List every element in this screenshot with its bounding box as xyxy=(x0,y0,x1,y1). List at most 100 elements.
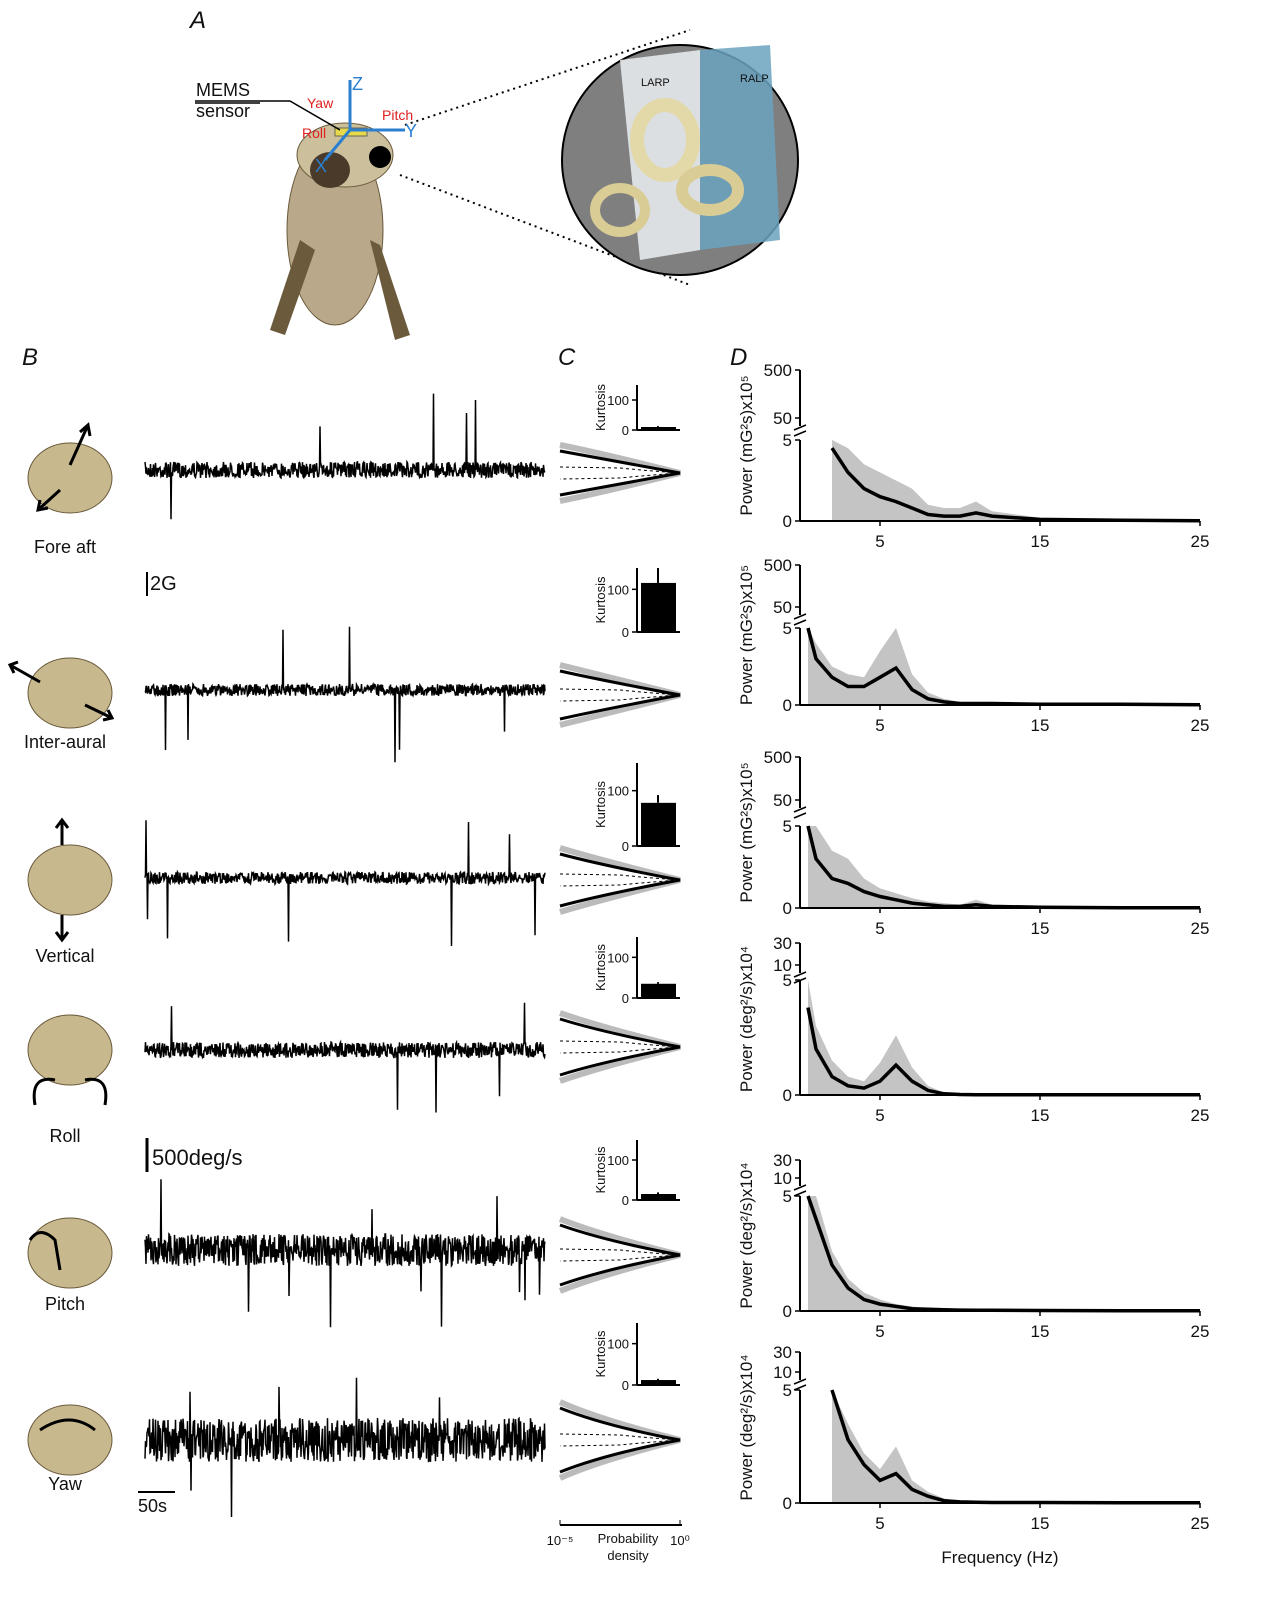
y-tick-label: 0 xyxy=(783,1494,792,1513)
panel-a-illustration xyxy=(195,30,798,340)
x-tick-label: 5 xyxy=(875,1322,884,1341)
bar xyxy=(641,803,676,846)
y-axis-label: Kurtosis xyxy=(593,576,608,623)
y-axis-label: Kurtosis xyxy=(593,1146,608,1193)
row-label: Vertical xyxy=(35,946,94,966)
x-tick-label: 15 xyxy=(1031,919,1050,938)
y-tick-label: 100 xyxy=(607,784,629,799)
rotation-name: Pitch xyxy=(382,107,413,123)
x-tick-label: 15 xyxy=(1031,1106,1050,1125)
y-tick-label: 5 xyxy=(783,1381,792,1400)
pdf-curve xyxy=(560,1019,680,1075)
confidence-band xyxy=(808,1196,1200,1311)
y-tick-label: 0 xyxy=(622,991,629,1006)
y-tick-label: 500 xyxy=(764,361,792,380)
y-tick-label: 100 xyxy=(607,1337,629,1352)
x-tick-label: 15 xyxy=(1031,716,1050,735)
y-tick-label: 50 xyxy=(773,791,792,810)
scale-bar-label: 500deg/s xyxy=(152,1145,243,1170)
trace xyxy=(145,1003,545,1113)
y-tick-label: 0 xyxy=(622,839,629,854)
x-tick-label: 25 xyxy=(1191,532,1210,551)
y-axis-label: Kurtosis xyxy=(593,781,608,828)
y-tick-label: 0 xyxy=(783,899,792,918)
confidence-band xyxy=(808,628,1200,705)
axis-name: Y xyxy=(405,121,417,141)
y-axis-label: Kurtosis xyxy=(593,1330,608,1377)
x-tick-label: 10⁻⁵ xyxy=(547,1533,574,1548)
row-label: Pitch xyxy=(45,1294,85,1314)
y-tick-label: 0 xyxy=(783,1086,792,1105)
y-tick-label: 30 xyxy=(773,934,792,953)
x-axis-label: Probability xyxy=(598,1531,659,1546)
y-axis-label: Power (mG²s)x10⁵ xyxy=(737,565,756,705)
y-tick-label: 10 xyxy=(773,1169,792,1188)
pdf-curve xyxy=(560,1225,680,1285)
row-label: Yaw xyxy=(48,1474,83,1494)
y-tick-label: 0 xyxy=(783,512,792,531)
x-tick-label: 25 xyxy=(1191,919,1210,938)
sensor-label: MEMS xyxy=(196,80,250,100)
axis-break xyxy=(794,425,806,436)
y-axis-label: Kurtosis xyxy=(593,944,608,991)
axis-break xyxy=(794,1379,806,1390)
row-label: Fore aft xyxy=(34,537,96,557)
x-axis-label: density xyxy=(607,1548,649,1563)
x-tick-label: 5 xyxy=(875,919,884,938)
plane-name: RALP xyxy=(740,73,769,85)
trace xyxy=(145,394,545,520)
confidence-band xyxy=(832,1390,1200,1503)
panel-label: B xyxy=(22,344,38,371)
confidence-band xyxy=(808,826,1200,908)
y-axis-label: Power (deg²/s)x10⁴ xyxy=(737,1354,756,1500)
y-tick-label: 10 xyxy=(773,956,792,975)
y-tick-label: 100 xyxy=(607,1153,629,1168)
x-tick-label: 5 xyxy=(875,716,884,735)
bar xyxy=(641,1194,676,1200)
y-tick-label: 50 xyxy=(773,598,792,617)
bar xyxy=(641,583,676,632)
y-tick-label: 10 xyxy=(773,1363,792,1382)
x-tick-label: 15 xyxy=(1031,1322,1050,1341)
y-tick-label: 0 xyxy=(622,423,629,438)
y-axis-label: Power (deg²/s)x10⁴ xyxy=(737,946,756,1092)
scale-bar-label: 2G xyxy=(150,573,177,595)
y-tick-label: 0 xyxy=(783,696,792,715)
x-tick-label: 25 xyxy=(1191,716,1210,735)
y-tick-label: 0 xyxy=(622,625,629,640)
axis-name: X xyxy=(315,156,327,176)
rotation-name: Yaw xyxy=(307,95,334,111)
y-tick-label: 500 xyxy=(764,748,792,767)
pdf-curve xyxy=(560,1408,680,1472)
y-tick-label: 0 xyxy=(783,1302,792,1321)
y-tick-label: 50 xyxy=(773,409,792,428)
bar xyxy=(641,427,676,430)
plane-name: LARP xyxy=(641,77,670,89)
y-axis-label: Power (mG²s)x10⁵ xyxy=(737,375,756,515)
row-label: Roll xyxy=(49,1126,80,1146)
panel-label: C xyxy=(558,344,576,371)
x-tick-label: 25 xyxy=(1191,1106,1210,1125)
x-tick-label: 25 xyxy=(1191,1514,1210,1533)
axis-break xyxy=(794,807,806,818)
y-tick-label: 100 xyxy=(607,950,629,965)
axis-name: Z xyxy=(352,74,363,94)
x-tick-label: 5 xyxy=(875,532,884,551)
confidence-band xyxy=(808,980,1200,1095)
bar xyxy=(641,984,676,998)
scale-bar-label: 50s xyxy=(138,1496,167,1516)
y-tick-label: 0 xyxy=(622,1193,629,1208)
rotation-name: Roll xyxy=(302,125,326,141)
panel-label: A xyxy=(188,7,206,34)
x-tick-label: 10⁰ xyxy=(670,1533,690,1548)
trace xyxy=(145,820,545,946)
panel-label: D xyxy=(730,344,747,371)
axis-break xyxy=(794,614,806,625)
trace xyxy=(145,1179,545,1327)
x-tick-label: 5 xyxy=(875,1106,884,1125)
y-axis-label: Kurtosis xyxy=(593,384,608,431)
y-tick-label: 30 xyxy=(773,1343,792,1362)
axis-break xyxy=(794,1185,806,1196)
x-tick-label: 25 xyxy=(1191,1322,1210,1341)
y-tick-label: 5 xyxy=(783,431,792,450)
